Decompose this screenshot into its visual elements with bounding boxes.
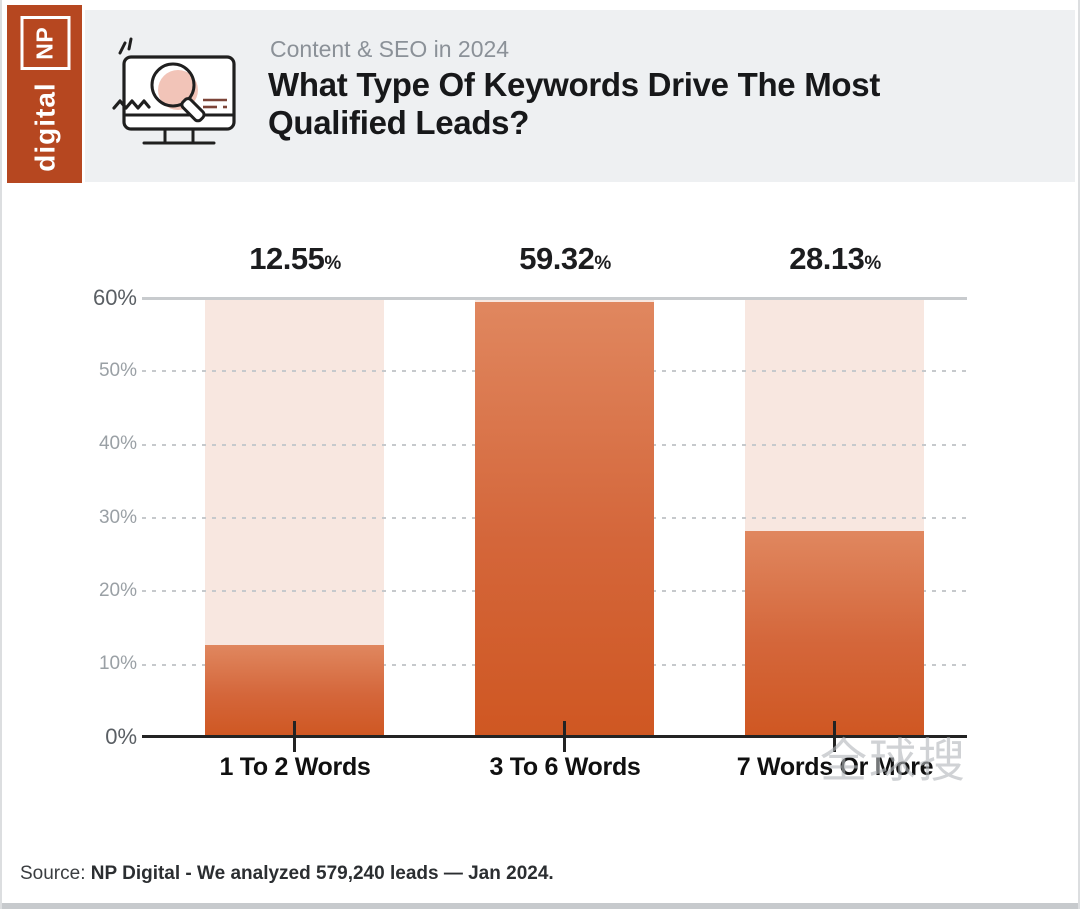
source-prefix: Source:	[20, 863, 86, 884]
page-title: What Type Of Keywords Drive The Most Qua…	[268, 66, 880, 142]
percent-sign: %	[594, 253, 611, 274]
plot-area	[142, 297, 967, 752]
percent-sign: %	[324, 253, 341, 274]
watermark-text: 全球搜	[820, 734, 967, 787]
title-line-1: What Type Of Keywords Drive The Most	[268, 66, 881, 103]
np-logo-mark: NP	[19, 16, 70, 71]
bar-fill-3-to-6-words	[475, 302, 654, 737]
x-axis-line	[142, 735, 967, 738]
ytick-60: 60%	[92, 285, 137, 310]
source-note: Source: NP Digital - We analyzed 579,240…	[20, 863, 554, 885]
np-digital-logo: NP digital	[7, 5, 82, 183]
percent-sign: %	[864, 253, 881, 274]
ytick-40: 40%	[98, 433, 137, 454]
gridline-60	[142, 297, 967, 300]
value-label-1-to-2-words: 12.55%	[249, 241, 341, 276]
value-label-7-words-or-more: 28.13%	[789, 241, 881, 276]
ytick-50: 50%	[98, 360, 137, 381]
xlabel-7-words-or-more: 7 Words Or More	[736, 753, 934, 781]
xlabel-3-to-6-words: 3 To 6 Words	[489, 753, 641, 781]
source-text: NP Digital - We analyzed 579,240 leads —…	[90, 863, 554, 884]
bar-fill-7-words-or-more	[745, 530, 924, 737]
np-logo-text: NP	[31, 26, 57, 60]
ytick-0: 0%	[105, 724, 137, 749]
x-tick-3	[833, 721, 836, 752]
eyebrow-text: Content & SEO in 2024	[270, 36, 510, 62]
ytick-30: 30%	[98, 507, 137, 528]
xlabel-1-to-2-words: 1 To 2 Words	[219, 753, 371, 781]
header-panel	[85, 10, 1075, 182]
x-tick-1	[293, 721, 296, 752]
ytick-20: 20%	[98, 580, 137, 601]
logo-brand-text: digital	[28, 82, 60, 172]
value-label-3-to-6-words: 59.32%	[519, 241, 611, 276]
logo-rotated-wrap: NP digital	[7, 5, 82, 183]
x-tick-2	[563, 721, 566, 752]
monitor-magnifier-icon	[112, 37, 236, 145]
ytick-10: 10%	[98, 653, 137, 674]
title-line-2: Qualified Leads?	[268, 104, 530, 141]
bottom-edge-strip	[2, 903, 1078, 909]
